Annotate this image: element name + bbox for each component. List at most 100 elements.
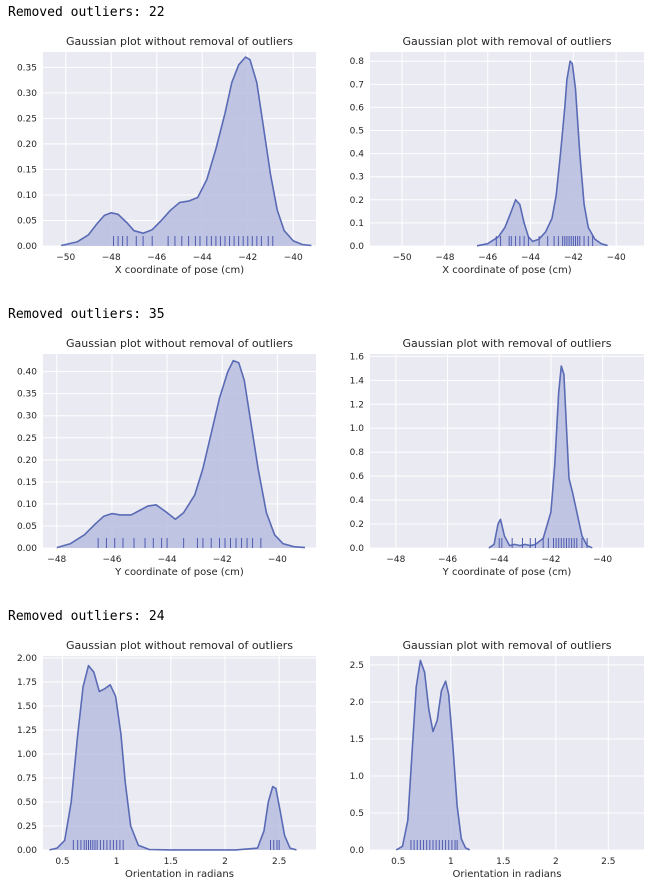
chart-2: Gaussian plot with removal of outliers −5…	[350, 35, 644, 276]
y-tick-label: 2.00	[17, 654, 37, 664]
y-tick-label: 1.0	[350, 772, 365, 782]
y-tick-label: 1.75	[17, 678, 37, 688]
chart-5: Gaussian plot without removal of outlier…	[17, 639, 316, 880]
y-tick-label: 1.2	[350, 400, 364, 410]
x-tick-label: −46	[438, 555, 457, 565]
x-tick-label: −42	[564, 253, 583, 263]
y-tick-label: 0.25	[17, 114, 37, 124]
y-tick-label: 0.5	[350, 127, 364, 137]
density-area	[61, 57, 312, 246]
y-tick-label: 0.30	[17, 89, 37, 99]
x-tick-label: 2.5	[601, 857, 615, 867]
y-tick-label: 0.05	[17, 522, 37, 532]
density-line	[49, 664, 297, 851]
x-tick-label: −46	[102, 555, 121, 565]
chart-6: Gaussian plot with removal of outliers 0.…	[350, 639, 644, 880]
y-tick-label: 0.30	[17, 412, 37, 422]
chart-title: Gaussian plot without removal of outlier…	[66, 639, 293, 652]
y-tick-label: 1.00	[17, 750, 37, 760]
x-tick-label: −42	[238, 253, 257, 263]
y-tick-label: 2.5	[350, 661, 364, 671]
y-tick-label: 0.10	[17, 500, 37, 510]
x-tick-label: −46	[147, 253, 166, 263]
y-tick-label: 0.0	[350, 846, 365, 856]
density-area	[49, 665, 297, 850]
y-tick-label: 0.1	[350, 219, 364, 229]
y-tick-label: 0.35	[17, 390, 37, 400]
removed-outliers-label-2: Removed outliers: 35	[8, 307, 165, 322]
y-tick-label: 0.0	[350, 544, 365, 554]
chart-4: Gaussian plot with removal of outliers −4…	[350, 337, 644, 578]
x-tick-label: 0.5	[391, 857, 405, 867]
y-tick-label: 1.4	[350, 376, 365, 386]
density-line	[61, 56, 312, 247]
x-tick-label: −40	[268, 555, 287, 565]
x-tick-label: −40	[593, 555, 612, 565]
plot-background	[370, 52, 644, 246]
y-tick-label: 0.5	[350, 809, 364, 819]
chart-title: Gaussian plot with removal of outliers	[403, 35, 612, 48]
x-tick-label: 2	[222, 857, 228, 867]
x-axis-label: Y coordinate of pose (cm)	[442, 567, 572, 578]
density-line	[395, 659, 471, 851]
x-tick-label: −48	[435, 253, 454, 263]
y-tick-label: 0.05	[17, 216, 37, 226]
chart-1: Gaussian plot without removal of outlier…	[17, 35, 316, 276]
x-tick-label: −42	[541, 555, 560, 565]
y-tick-label: 0.10	[17, 191, 37, 201]
y-tick-label: 0.4	[350, 150, 365, 160]
x-tick-label: 0.5	[55, 857, 69, 867]
x-tick-label: −44	[521, 253, 540, 263]
x-tick-label: 2	[553, 857, 559, 867]
density-line	[476, 60, 608, 247]
y-tick-label: 0.75	[17, 774, 37, 784]
x-tick-label: −40	[607, 253, 626, 263]
y-tick-label: 0.8	[350, 57, 365, 67]
y-tick-label: 0.7	[350, 80, 364, 90]
x-tick-label: −44	[193, 253, 212, 263]
x-tick-label: −42	[213, 555, 232, 565]
y-tick-label: 0.25	[17, 434, 37, 444]
y-tick-label: 0.15	[17, 165, 37, 175]
x-tick-label: −50	[393, 253, 412, 263]
y-tick-label: 2.0	[350, 698, 365, 708]
y-tick-label: 0.4	[350, 496, 365, 506]
y-tick-label: 0.20	[17, 140, 37, 150]
y-tick-label: 0.35	[17, 63, 37, 73]
y-tick-label: 0.15	[17, 478, 37, 488]
density-area	[396, 660, 470, 850]
x-tick-label: 1.5	[496, 857, 510, 867]
x-axis-label: X coordinate of pose (cm)	[115, 265, 245, 276]
x-tick-label: −48	[47, 555, 66, 565]
y-tick-label: 0.0	[350, 242, 365, 252]
chart-title: Gaussian plot with removal of outliers	[403, 337, 612, 350]
removed-outliers-label-1: Removed outliers: 22	[8, 5, 165, 20]
x-tick-label: −46	[478, 253, 497, 263]
removed-outliers-label-3: Removed outliers: 24	[8, 609, 165, 624]
x-tick-label: −44	[158, 555, 177, 565]
x-tick-label: −48	[386, 555, 405, 565]
density-area	[56, 360, 305, 548]
x-tick-label: 1	[114, 857, 120, 867]
x-axis-label: Y coordinate of pose (cm)	[114, 567, 244, 578]
x-tick-label: 2.5	[272, 857, 286, 867]
y-tick-label: 1.50	[17, 702, 37, 712]
x-axis-label: Orientation in radians	[125, 869, 234, 880]
x-axis-label: X coordinate of pose (cm)	[442, 265, 572, 276]
x-tick-label: −44	[490, 555, 509, 565]
y-tick-label: 1.25	[17, 726, 37, 736]
y-tick-label: 0.20	[17, 456, 37, 466]
y-tick-label: 1.0	[350, 424, 365, 434]
x-tick-label: −50	[56, 253, 75, 263]
y-tick-label: 0.2	[350, 520, 364, 530]
x-tick-label: −40	[284, 253, 303, 263]
chart-3: Gaussian plot without removal of outlier…	[17, 337, 316, 578]
plot-background	[370, 354, 644, 548]
density-line	[56, 359, 306, 549]
chart-title: Gaussian plot without removal of outlier…	[66, 337, 293, 350]
charts-group: Gaussian plot without removal of outlier…	[17, 35, 644, 880]
x-tick-label: 1.5	[164, 857, 178, 867]
y-tick-label: 1.5	[350, 735, 364, 745]
chart-title: Gaussian plot without removal of outlier…	[66, 35, 293, 48]
